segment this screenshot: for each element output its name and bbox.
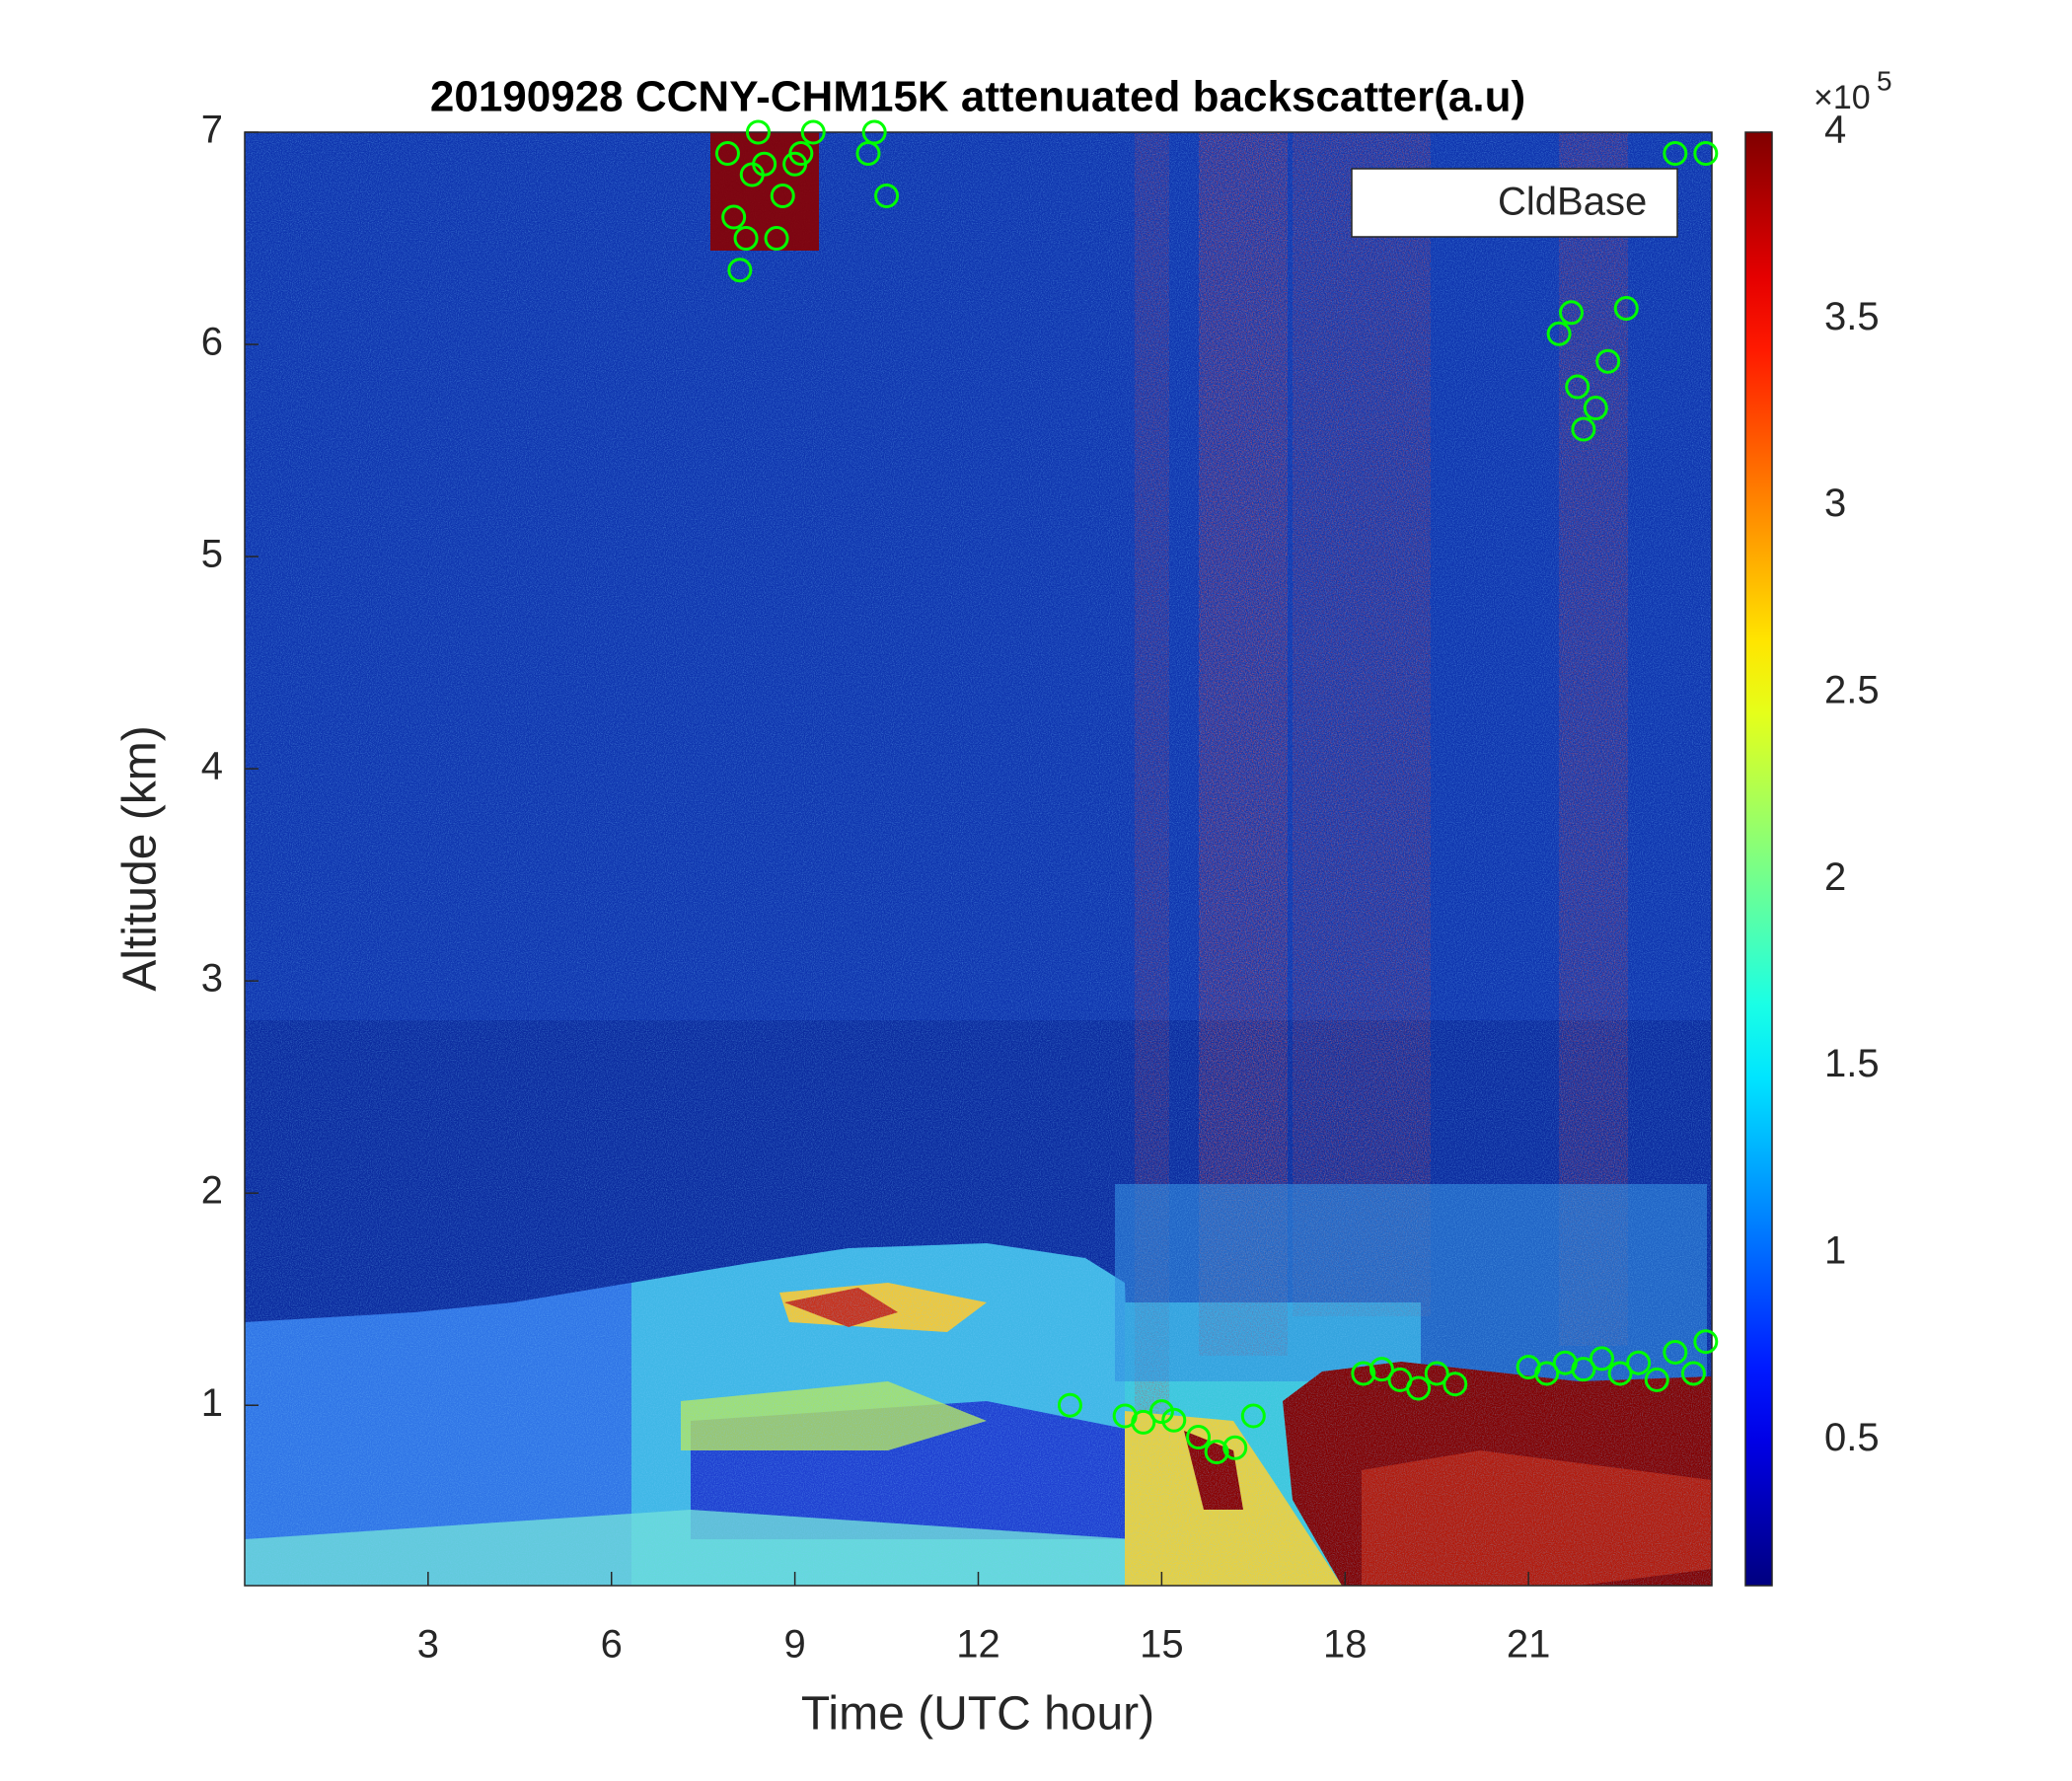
cloud-base-point — [770, 184, 795, 209]
x-tick-label: 21 — [1507, 1623, 1551, 1667]
cloud-base-point — [1186, 1424, 1212, 1449]
y-tick-label: 4 — [201, 745, 223, 788]
colorbar — [1744, 131, 1773, 1587]
cloud-base-point — [1534, 1361, 1560, 1386]
cloud-base-point — [1204, 1440, 1229, 1465]
cloud-base-point — [1057, 1392, 1082, 1418]
x-axis-label: Time (UTC hour) — [801, 1688, 1154, 1741]
colorbar-exponent: 5 — [1877, 65, 1892, 96]
cloud-base-point — [1148, 1399, 1174, 1425]
y-tick-label: 5 — [201, 533, 223, 576]
y-axis-label: Altitude (km) — [114, 725, 167, 991]
cloud-base-point — [1571, 416, 1596, 442]
cloud-base-point — [1613, 295, 1639, 321]
x-tick-label: 15 — [1140, 1623, 1184, 1667]
cloud-base-point — [1565, 374, 1591, 400]
cloud-base-point — [1571, 1357, 1596, 1382]
cloud-base-point — [1680, 1361, 1706, 1386]
cloud-base-point — [1644, 1367, 1669, 1392]
cloud-base-point — [1583, 396, 1608, 421]
legend-label: CldBase — [1498, 181, 1647, 224]
cloud-base-point — [764, 226, 789, 252]
cloud-base-point — [727, 258, 753, 283]
y-tick-label: 6 — [201, 321, 223, 364]
cloud-base-point — [1424, 1361, 1449, 1386]
cloud-base-point — [1607, 1361, 1633, 1386]
cloud-base-point — [1663, 141, 1688, 167]
y-tick-label: 2 — [201, 1169, 223, 1213]
cloud-base-point — [752, 151, 777, 177]
cloud-base-point — [1351, 1361, 1376, 1386]
cloud-base-point — [788, 141, 814, 167]
colorbar-tick-label: 4 — [1824, 109, 1846, 152]
cloud-base-point — [1546, 321, 1572, 346]
backscatter-field — [245, 132, 1712, 1586]
cloud-base-point — [1663, 1339, 1688, 1365]
y-tick-label: 1 — [201, 1381, 223, 1425]
cloud-base-point — [745, 119, 771, 145]
cloud-base-point — [1693, 141, 1719, 167]
x-tick-label: 3 — [417, 1623, 439, 1667]
cloud-base-point — [1240, 1403, 1266, 1429]
cloud-base-point — [861, 119, 887, 145]
cloud-base-point — [1131, 1409, 1156, 1435]
cloud-base-point — [1161, 1407, 1187, 1433]
cloud-base-point — [1626, 1350, 1652, 1375]
colorbar-tick-label: 2 — [1824, 855, 1846, 899]
x-tick-label: 18 — [1323, 1623, 1368, 1667]
colorbar-tick-label: 0.5 — [1824, 1416, 1880, 1459]
x-tick-label: 9 — [784, 1623, 806, 1667]
y-tick-label: 3 — [201, 957, 223, 1001]
legend-box — [1351, 168, 1678, 238]
cloud-base-point — [1558, 300, 1584, 326]
y-tick-label: 7 — [201, 109, 223, 152]
colorbar-tick-label: 3 — [1824, 482, 1846, 525]
colorbar-tick-label: 3.5 — [1824, 295, 1880, 338]
cloud-base-point — [1222, 1435, 1248, 1460]
chart-title: 20190928 CCNY-CHM15K attenuated backscat… — [430, 73, 1525, 121]
cloud-base-point — [733, 226, 759, 252]
cloud-base-point — [721, 204, 747, 230]
cloud-base-point — [1693, 1329, 1719, 1355]
cloud-base-point — [1369, 1357, 1394, 1382]
colorbar-tick-label: 2.5 — [1824, 669, 1880, 712]
colorbar-tick-label: 1.5 — [1824, 1042, 1880, 1085]
x-tick-label: 12 — [956, 1623, 1000, 1667]
colorbar-multiplier: ×10 — [1813, 79, 1871, 116]
x-tick-label: 6 — [601, 1623, 623, 1667]
cloud-base-point — [714, 141, 740, 167]
colorbar-tick-label: 1 — [1824, 1229, 1846, 1273]
cloud-base-point — [1589, 1346, 1614, 1372]
cloud-base-point — [800, 119, 826, 145]
cloud-base-point — [1406, 1375, 1432, 1401]
cloud-base-point — [874, 184, 900, 209]
cloud-base-point — [1595, 348, 1621, 374]
cloud-base-point — [1443, 1372, 1468, 1397]
